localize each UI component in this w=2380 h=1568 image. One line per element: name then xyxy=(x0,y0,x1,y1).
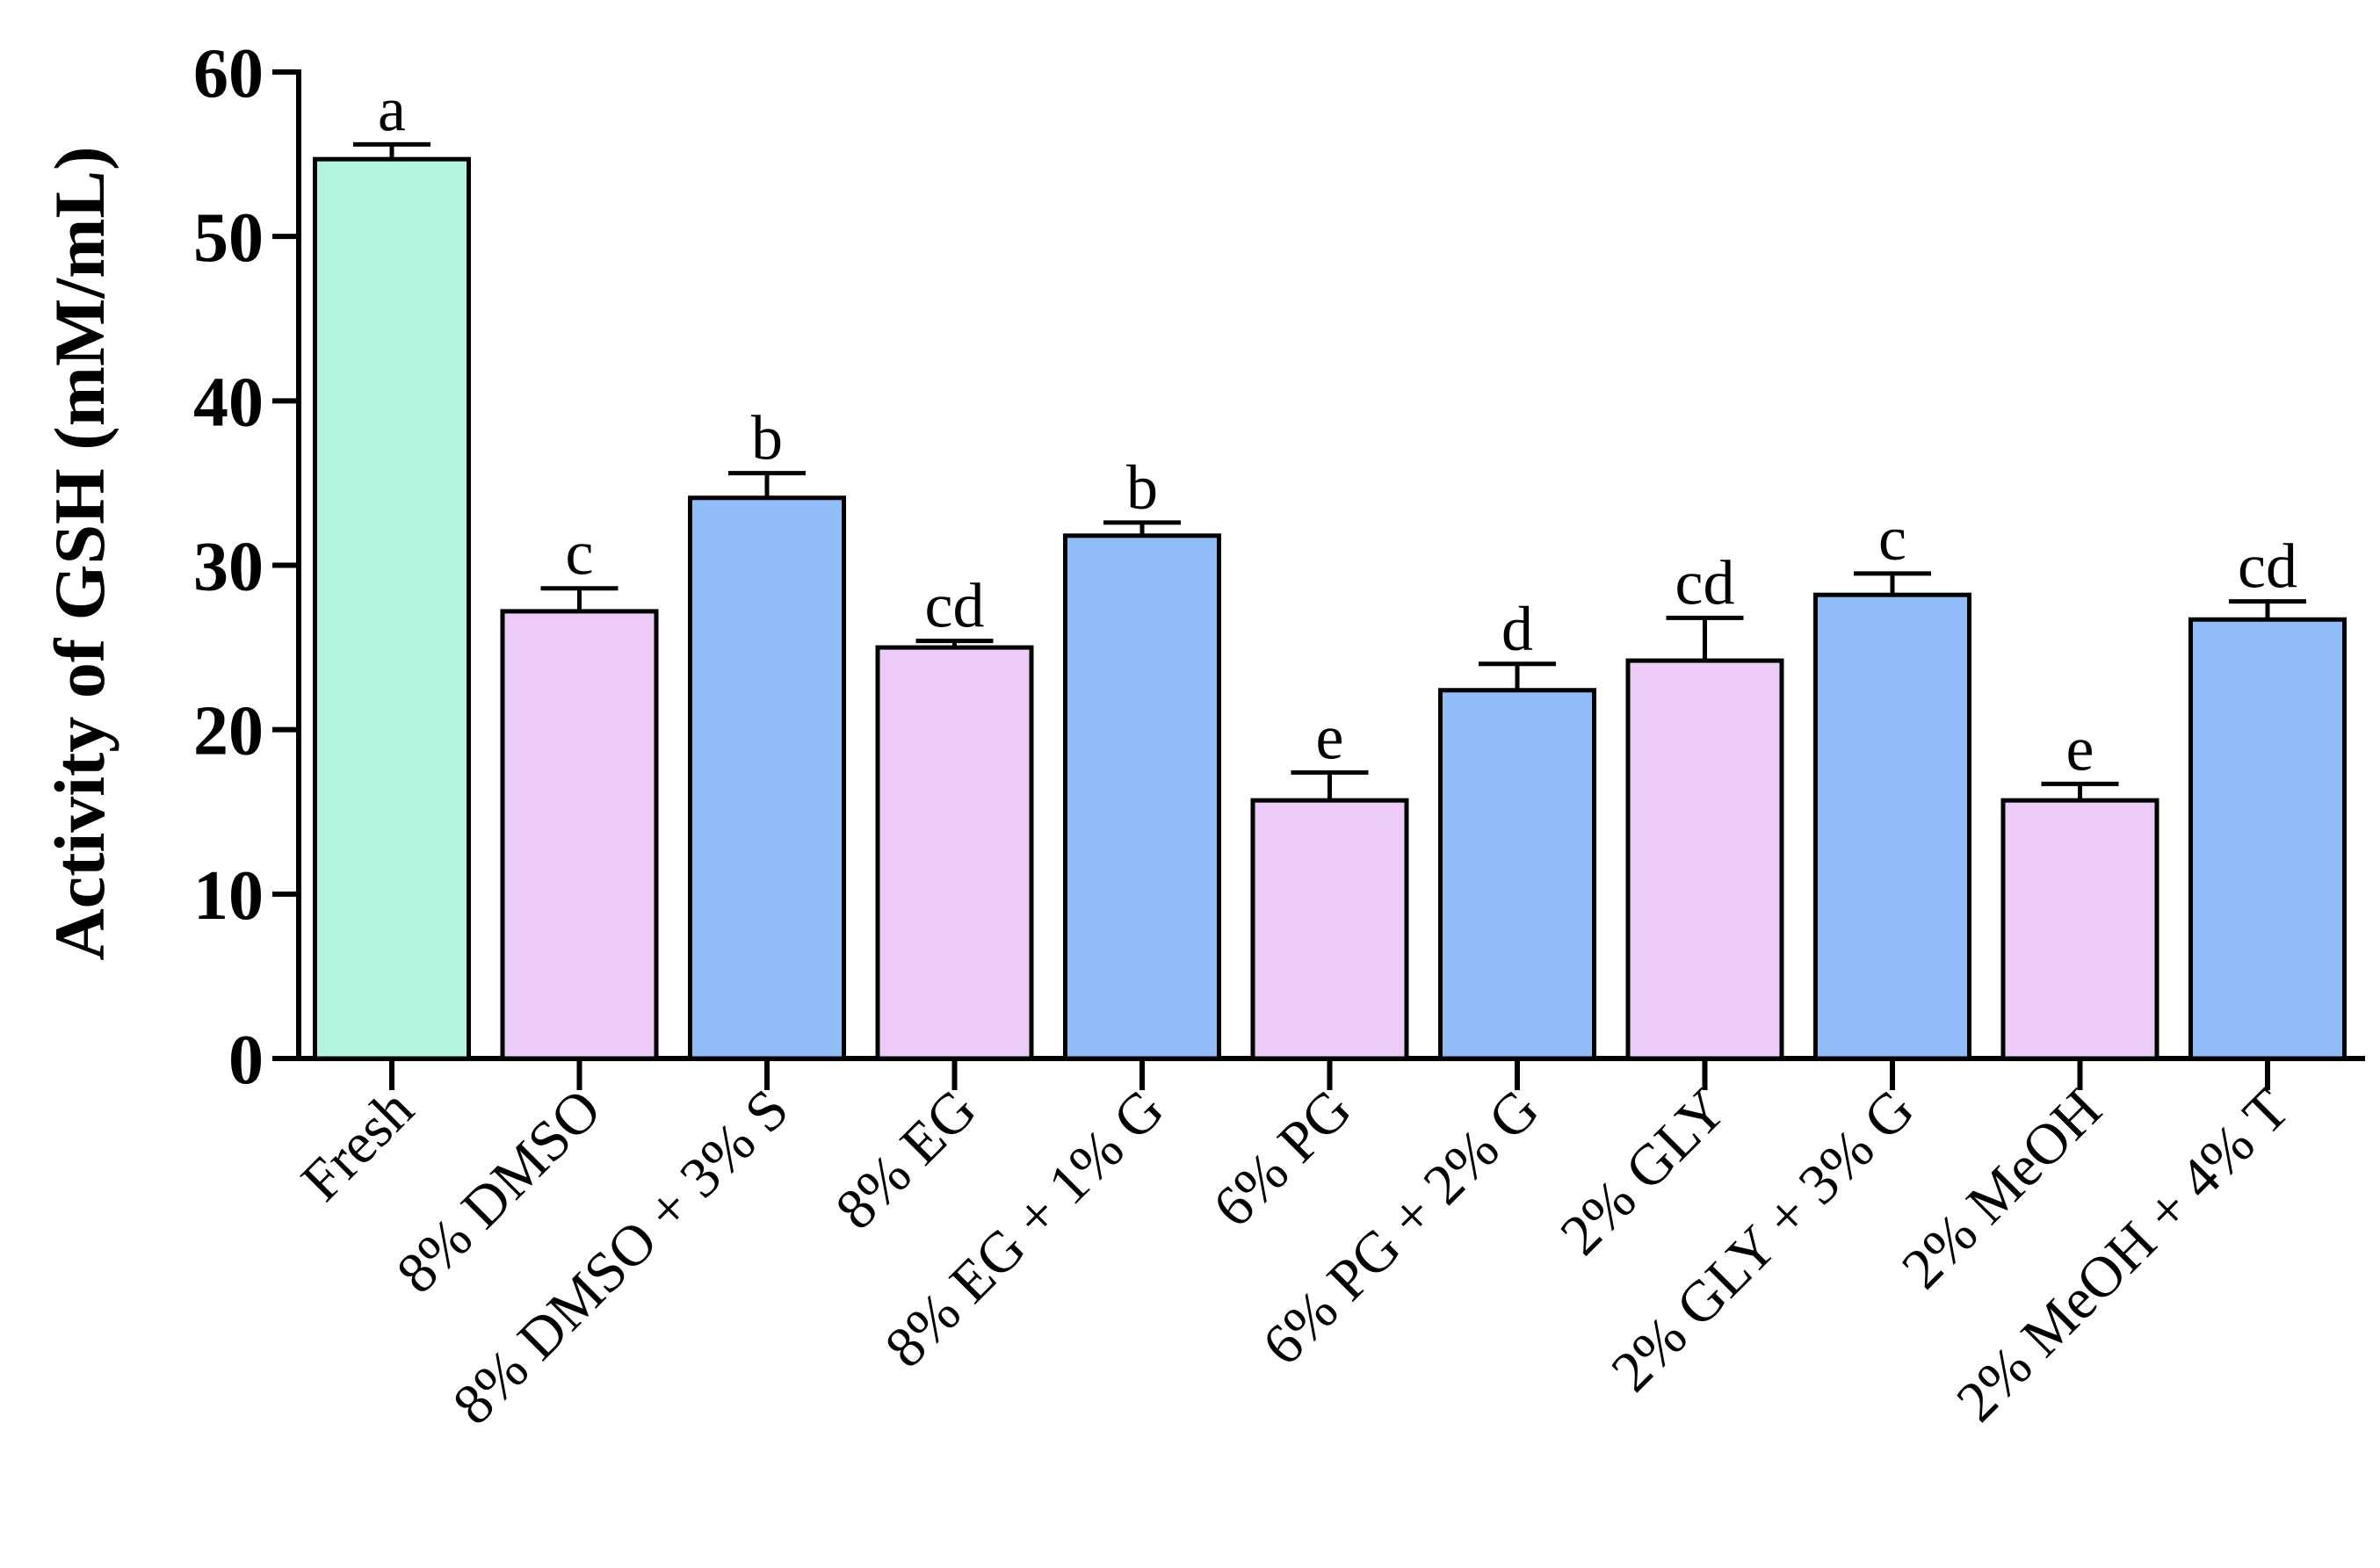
x-axis xyxy=(296,1056,2365,1090)
y-tick-label: 40 xyxy=(193,364,264,441)
significance-letter: b xyxy=(751,403,783,473)
significance-letter: e xyxy=(1316,702,1344,772)
x-tick-label: Fresh xyxy=(289,1077,425,1213)
significance-letter: cd xyxy=(2238,531,2297,602)
significance-letter: c xyxy=(1878,503,1906,574)
y-tick-label: 50 xyxy=(193,199,264,277)
x-tick-label: 6% PG xyxy=(1201,1077,1364,1239)
significance-letter: c xyxy=(566,518,594,589)
y-tick-label: 60 xyxy=(193,35,264,112)
bar xyxy=(1250,798,1409,1061)
bar xyxy=(500,609,659,1061)
bars xyxy=(313,156,2347,1061)
significance-letter: cd xyxy=(1675,547,1735,618)
y-tick-label: 10 xyxy=(193,857,264,935)
y-tick-label: 20 xyxy=(193,693,264,770)
significance-letters: a c b cd b e d cd c e cd xyxy=(378,74,2297,784)
bar xyxy=(313,156,471,1061)
x-tick-label: 8% EG xyxy=(823,1077,988,1242)
x-tick-label: 8% DMSO + 3% S xyxy=(441,1077,801,1437)
y-axis-label: Activity of GSH (mM/mL) xyxy=(40,147,119,961)
bar xyxy=(1438,688,1596,1061)
x-tick-label: 2% GLY xyxy=(1548,1077,1739,1268)
error-bars xyxy=(353,141,2306,801)
bar xyxy=(2188,617,2347,1061)
y-axis: 0 10 20 30 40 50 60 xyxy=(193,35,301,1099)
significance-letter: b xyxy=(1126,452,1158,523)
bar xyxy=(2000,798,2159,1061)
bar xyxy=(688,495,846,1061)
bar xyxy=(1813,592,1971,1061)
y-tick-label: 0 xyxy=(228,1022,264,1099)
significance-letter: cd xyxy=(925,571,985,641)
bar xyxy=(875,645,1034,1061)
significance-letter: d xyxy=(1501,594,1533,664)
y-tick-label: 30 xyxy=(193,529,264,606)
significance-letter: a xyxy=(378,74,406,144)
bar xyxy=(1063,533,1221,1061)
significance-letter: e xyxy=(2066,713,2094,784)
x-tick-label: 2% MeOH + 4% T xyxy=(1944,1077,2301,1434)
bar xyxy=(1625,658,1784,1061)
